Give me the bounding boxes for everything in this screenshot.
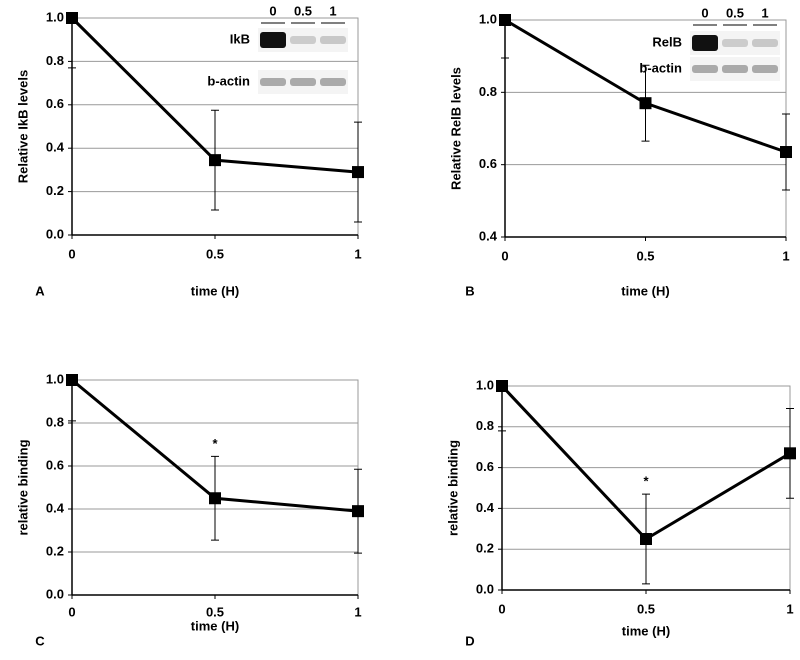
y-tick-label: 0.4 <box>46 140 65 155</box>
data-marker <box>352 505 364 518</box>
y-tick-label: 0.4 <box>479 228 498 243</box>
y-tick-label: 0.2 <box>46 543 64 558</box>
y-tick-label: 0.8 <box>476 418 494 433</box>
blot-row-label: b-actin <box>207 73 250 88</box>
y-tick-label: 0.6 <box>46 96 64 111</box>
y-tick-label: 0.2 <box>476 541 494 556</box>
error-bar <box>501 20 509 59</box>
lane-label: 0 <box>701 5 708 20</box>
y-axis-label: relative binding <box>445 440 460 536</box>
panel-letter: A <box>35 283 45 298</box>
x-tick-label: 0.5 <box>636 248 654 263</box>
x-tick-label: 0 <box>498 601 505 616</box>
x-tick-label: 1 <box>354 604 361 619</box>
y-axis-label: relative binding <box>15 439 30 535</box>
y-axis-label: Relative RelB levels <box>448 67 463 190</box>
y-tick-label: 0.2 <box>46 183 64 198</box>
data-marker <box>784 447 796 460</box>
blot-band <box>692 35 718 51</box>
blot-band <box>260 32 286 48</box>
data-marker <box>496 380 508 392</box>
y-tick-label: 0.8 <box>46 414 64 429</box>
error-bar <box>498 386 506 432</box>
data-marker <box>780 146 792 159</box>
y-tick-label: 0.0 <box>46 586 64 601</box>
error-bar <box>68 380 76 422</box>
x-tick-label: 0 <box>501 248 508 263</box>
lane-label: 1 <box>761 5 768 20</box>
data-marker <box>639 97 652 110</box>
y-tick-label: 0.8 <box>479 84 497 99</box>
y-tick-label: 0.6 <box>476 459 494 474</box>
annotation: * <box>212 436 218 451</box>
blot-band <box>752 39 778 47</box>
blot-band <box>290 78 316 86</box>
y-tick-label: 1.0 <box>479 11 497 26</box>
blot-band <box>320 36 346 44</box>
blot-band <box>692 65 718 73</box>
y-tick-label: 0.8 <box>46 53 64 68</box>
blot-band <box>752 65 778 73</box>
blot-band <box>722 39 748 47</box>
blot-band <box>290 36 316 44</box>
lane-label: 0.5 <box>726 5 744 20</box>
data-marker <box>499 14 511 26</box>
y-axis-label: Relative IkB levels <box>15 70 30 183</box>
panel-letter: D <box>465 633 474 648</box>
y-tick-label: 1.0 <box>46 9 64 24</box>
data-marker <box>209 154 221 167</box>
y-tick-label: 1.0 <box>476 377 494 392</box>
y-tick-label: 1.0 <box>46 371 64 386</box>
x-tick-label: 0 <box>68 604 75 619</box>
lane-label: 0.5 <box>294 3 312 18</box>
x-axis-label: time (H) <box>191 283 239 298</box>
x-tick-label: 1 <box>782 248 789 263</box>
x-tick-label: 0 <box>68 246 75 261</box>
x-axis-label: time (H) <box>622 623 670 638</box>
data-marker <box>209 492 221 505</box>
data-marker <box>66 12 78 24</box>
data-marker <box>352 166 364 179</box>
lane-label: 1 <box>329 3 336 18</box>
y-tick-label: 0.6 <box>46 457 64 472</box>
error-bar <box>68 18 76 69</box>
y-tick-label: 0.6 <box>479 156 497 171</box>
x-axis-label: time (H) <box>621 283 669 298</box>
y-tick-label: 0.0 <box>476 581 494 596</box>
blot-band <box>260 78 286 86</box>
annotation: * <box>643 474 649 489</box>
panel-letter: C <box>35 633 45 648</box>
x-tick-label: 0.5 <box>637 601 655 616</box>
x-tick-label: 0.5 <box>206 604 224 619</box>
x-tick-label: 0.5 <box>206 246 224 261</box>
x-tick-label: 1 <box>786 601 793 616</box>
lane-label: 0 <box>269 3 276 18</box>
blot-band <box>722 65 748 73</box>
data-marker <box>66 374 78 386</box>
blot-row-label: RelB <box>652 34 682 49</box>
y-tick-label: 0.0 <box>46 226 64 241</box>
data-marker <box>640 533 652 545</box>
x-tick-label: 1 <box>354 246 361 261</box>
blot-row-label: IkB <box>230 31 250 46</box>
y-tick-label: 0.4 <box>476 500 495 515</box>
panel-letter: B <box>465 283 474 298</box>
blot-band <box>320 78 346 86</box>
y-tick-label: 0.4 <box>46 500 65 515</box>
blot-row-label: b-actin <box>639 60 682 75</box>
x-axis-label: time (H) <box>191 618 239 633</box>
